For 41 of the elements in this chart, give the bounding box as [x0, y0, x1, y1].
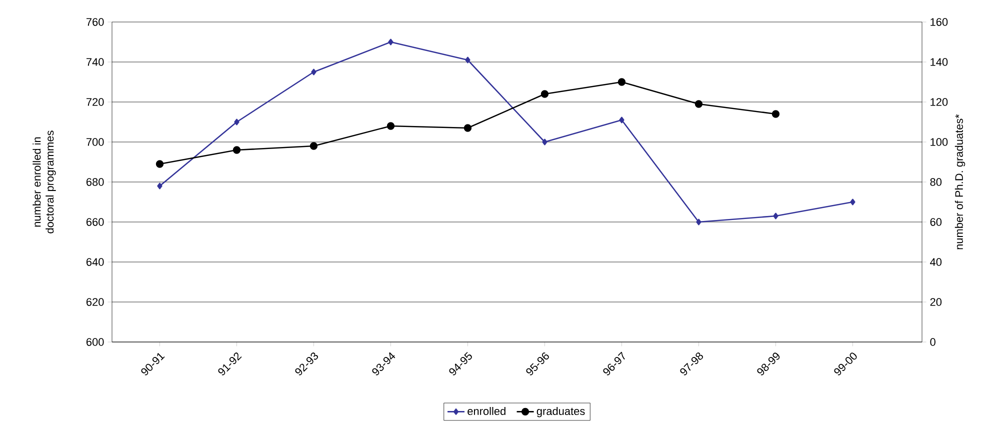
legend-label: graduates	[536, 406, 585, 418]
y-tick-label: 640	[86, 258, 104, 266]
y2-tick-label: 80	[930, 178, 942, 186]
y2-tick-label: 120	[930, 98, 948, 106]
point	[540, 90, 549, 98]
point	[388, 38, 394, 46]
point	[464, 124, 472, 132]
y-axis-title: number enrolled in doctoral programmes	[32, 130, 56, 234]
point	[619, 116, 624, 124]
y2-tick-label: 160	[930, 18, 948, 26]
point	[850, 198, 856, 206]
y2-axis-title: number of Ph.D. graduates*	[954, 114, 966, 250]
point	[694, 100, 703, 108]
point	[310, 142, 318, 150]
point	[232, 146, 241, 154]
y2-tick-label: 0	[930, 338, 936, 346]
point	[234, 118, 240, 126]
y2-tick-label: 40	[930, 258, 942, 266]
y-tick-label: 620	[86, 298, 104, 306]
y-tick-label: 600	[86, 338, 104, 346]
y-tick-label: 720	[86, 98, 104, 106]
y2-tick-label: 60	[930, 218, 942, 226]
point	[696, 218, 702, 226]
y-tick-label: 680	[86, 178, 104, 186]
y-tick-label: 660	[86, 218, 104, 226]
point	[465, 56, 470, 64]
point	[311, 68, 316, 76]
y-tick-label: 760	[86, 18, 104, 26]
point	[772, 110, 780, 118]
point	[618, 78, 626, 86]
y2-tick-label: 100	[930, 138, 948, 146]
point	[157, 182, 162, 190]
point	[156, 160, 164, 168]
y-tick-label: 700	[86, 138, 104, 146]
y2-tick-label: 140	[930, 58, 948, 66]
y-tick-label: 740	[86, 58, 104, 66]
legend-label: enrolled	[468, 406, 506, 416]
point	[542, 138, 548, 146]
point	[386, 122, 395, 130]
point	[773, 212, 778, 220]
y2-tick-label: 20	[930, 298, 942, 306]
